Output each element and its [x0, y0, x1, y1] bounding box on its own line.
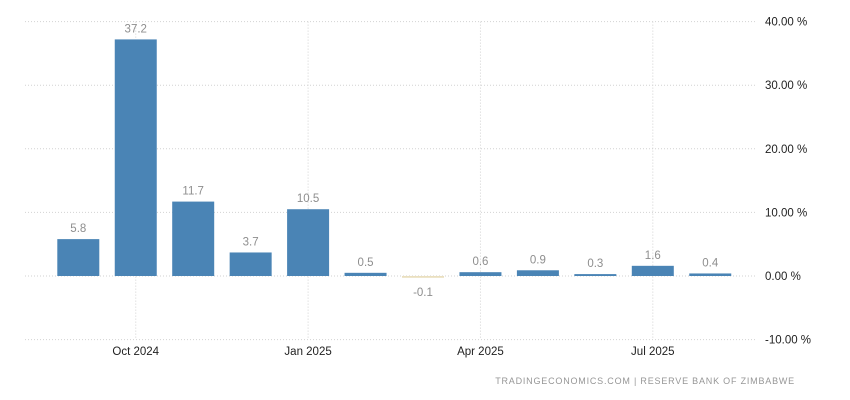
y-axis-tick-label: -10.00 % — [765, 335, 811, 347]
y-axis-tick-label: 0.00 % — [765, 271, 801, 283]
x-axis-tick-label: Jul 2025 — [631, 346, 674, 358]
bar-value-label: 3.7 — [243, 236, 259, 248]
bar-value-label: 0.3 — [587, 258, 603, 270]
bar-value-label: 11.7 — [182, 186, 204, 198]
bar-value-label: 1.6 — [645, 250, 661, 262]
x-axis-tick-label: Apr 2025 — [457, 346, 504, 358]
x-axis-tick-label: Oct 2024 — [112, 346, 159, 358]
bar — [689, 273, 732, 276]
bar — [574, 274, 617, 276]
bar — [631, 265, 674, 276]
chart-source-text: TRADINGECONOMICS.COM | RESERVE BANK OF Z… — [495, 376, 795, 386]
bar — [459, 272, 502, 276]
bar — [516, 270, 559, 276]
bar-value-label: 0.4 — [702, 257, 719, 269]
y-axis-tick-label: 10.00 % — [765, 207, 807, 219]
chart-source-attribution: TRADINGECONOMICS.COM | RESERVE BANK OF Z… — [495, 376, 795, 386]
bar-value-label: 5.8 — [70, 223, 86, 235]
y-axis-tick-label: 40.00 % — [765, 17, 807, 29]
bar — [229, 252, 272, 276]
bar — [114, 39, 157, 276]
bar — [402, 276, 444, 278]
bar — [287, 209, 330, 276]
bar-value-label: 10.5 — [297, 193, 319, 205]
bar-value-label: 0.6 — [472, 256, 488, 268]
y-axis-tick-label: 30.00 % — [765, 80, 807, 92]
x-axis-tick-label: Jan 2025 — [284, 346, 331, 358]
bar-value-label: 37.2 — [125, 23, 147, 35]
bar — [172, 201, 215, 276]
bar — [344, 272, 387, 276]
bar-value-label: 0.5 — [358, 257, 374, 269]
y-axis-tick-label: 20.00 % — [765, 144, 807, 156]
bar-value-label: 0.9 — [530, 254, 546, 266]
bar-value-label: -0.1 — [413, 287, 433, 299]
bar — [57, 239, 100, 276]
